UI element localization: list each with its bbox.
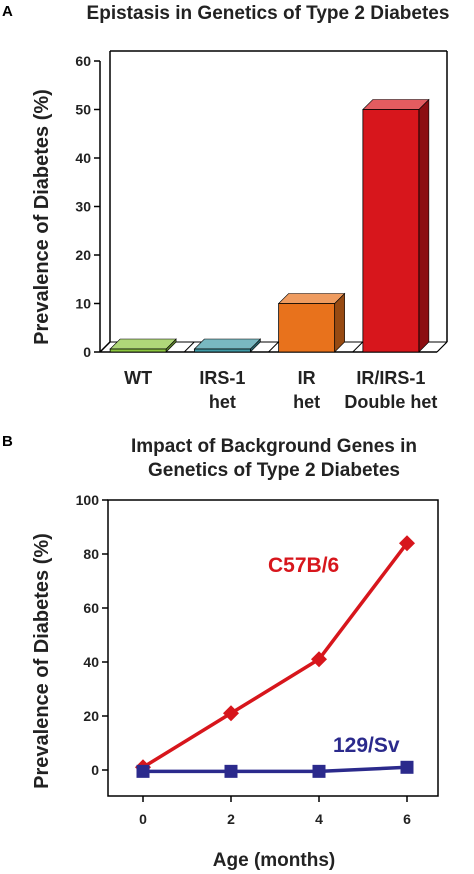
panel-a-floor-divider <box>268 341 279 353</box>
panel-b-plot: 0 20 40 60 80 100 0 2 4 6 C57B/6 129/Sv <box>76 492 439 827</box>
panel-a-bar <box>193 348 251 353</box>
panel-b-series-line-1 <box>143 765 408 774</box>
panel-a-bar <box>278 303 336 353</box>
panel-a-bar-side <box>418 98 430 353</box>
panel-b-y-tick-label: 40 <box>83 654 99 670</box>
panel-a-bar-top <box>277 293 346 304</box>
panel-a-bar-top <box>109 338 177 350</box>
panel-b-y-axis-label: Prevalence of Diabetes (%) <box>31 533 53 789</box>
panel-a-category-label: WT <box>124 368 152 388</box>
panel-b-plot-frame <box>107 499 439 797</box>
panel-b-diamond-marker <box>223 705 239 722</box>
panel-a-y-tick-label: 0 <box>83 344 91 360</box>
panel-a-y-tick-label: 40 <box>75 150 91 166</box>
panel-b-diamond-marker <box>399 535 415 552</box>
panel-b-square-marker <box>136 764 150 778</box>
panel-b-series-label-129sv: 129/Sv <box>333 734 400 757</box>
panel-a-plot: 0 10 20 30 40 50 60 WT IRS-1 het IR het IR/IRS-1 Doub… <box>75 50 448 412</box>
panel-b-series-label-c57b6: C57B/6 <box>268 554 339 577</box>
panel-a-letter: A <box>2 3 13 20</box>
panel-b-series-line-0 <box>142 542 409 769</box>
panel-a-category-label: het <box>209 392 236 412</box>
panel-b-diamond-marker <box>311 651 327 668</box>
panel-a-category-label: Double het <box>344 392 437 412</box>
panel-b-square-marker <box>224 764 238 778</box>
panel-b-x-tick-label: 2 <box>227 811 235 827</box>
panel-b-y-tick-label: 80 <box>83 546 99 562</box>
panel-a-bar-top <box>193 338 262 350</box>
panel-a-category-label: IRS-1 <box>199 368 245 388</box>
panel-a-floor-divider <box>436 341 448 353</box>
panel-a-y-tick-label: 50 <box>75 102 91 118</box>
panel-b-title-line-1: Impact of Background Genes in <box>131 436 417 457</box>
panel-b-y-tick-label: 0 <box>91 762 99 778</box>
panel-b-y-tick-label: 20 <box>83 708 99 724</box>
panel-a-category-label: IR/IRS-1 <box>356 368 425 388</box>
panel-a-y-tick-label: 10 <box>75 296 91 312</box>
panel-a-bar <box>109 348 167 353</box>
panel-a-back-wall-edge <box>99 51 111 353</box>
panel-b-x-tick-label: 6 <box>403 811 411 827</box>
panel-a-category-label: IR <box>298 368 316 388</box>
panel-a-bar-top <box>362 99 430 110</box>
panel-a-y-axis-label: Prevalence of Diabetes (%) <box>31 89 53 345</box>
panel-a-bar <box>362 109 420 353</box>
panel-b-y-tick-label: 100 <box>76 492 100 508</box>
panel-b-square-marker <box>400 760 414 774</box>
panel-a-y-tick-label: 60 <box>75 53 91 69</box>
panel-a-floor-divider <box>99 341 111 353</box>
panel-a-y-tick-label: 20 <box>75 247 91 263</box>
panel-a-title: Epistasis in Genetics of Type 2 Diabetes <box>87 3 450 24</box>
panel-b-square-marker <box>312 764 326 778</box>
panel-b-title-line-2: Genetics of Type 2 Diabetes <box>148 460 400 481</box>
panel-a-category-label: het <box>293 392 320 412</box>
panel-b-x-axis-label: Age (months) <box>213 850 335 871</box>
panel-a-y-tick-label: 30 <box>75 199 91 215</box>
panel-b-x-tick-label: 0 <box>139 811 147 827</box>
panel-b-letter: B <box>2 433 13 450</box>
panel-a-floor-divider <box>183 341 195 353</box>
panel-a-floor-divider <box>352 341 364 353</box>
panel-b-x-tick-label: 4 <box>315 811 323 827</box>
panel-b-y-tick-label: 60 <box>83 600 99 616</box>
